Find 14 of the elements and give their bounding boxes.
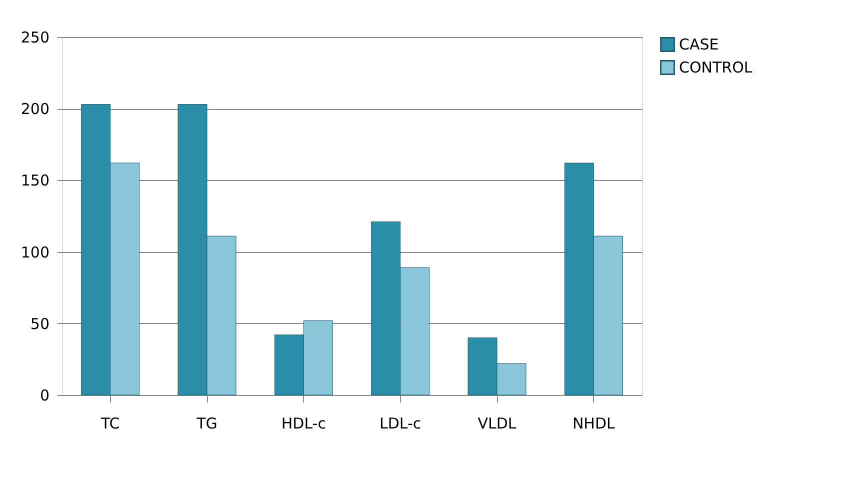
x-tick-label: LDL-c — [379, 414, 422, 432]
legend-label: CONTROL — [679, 58, 753, 76]
x-tick-label: HDL-c — [281, 414, 326, 432]
y-tick-label: 150 — [20, 172, 50, 190]
y-tick-label: 200 — [20, 100, 50, 118]
y-tick-label: 50 — [30, 314, 50, 333]
x-tick-label: NHDL — [572, 414, 616, 432]
x-tick-label: TC — [100, 414, 120, 432]
y-tick-label: 0 — [40, 386, 50, 404]
legend-label: CASE — [679, 36, 719, 54]
y-tick-label: 100 — [20, 243, 50, 262]
x-tick-label: VLDL — [478, 414, 517, 432]
y-tick-label: 250 — [20, 28, 50, 46]
x-tick-label: TG — [196, 414, 218, 432]
